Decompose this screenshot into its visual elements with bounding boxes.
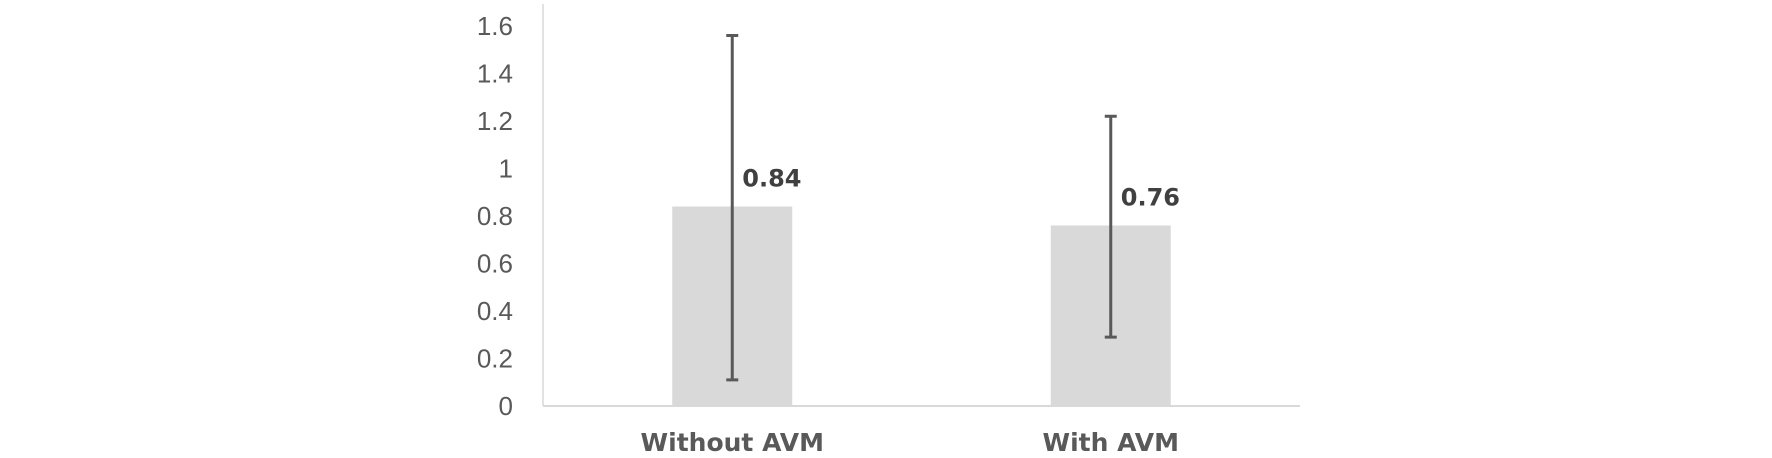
y-axis-ticks: 0 0.2 0.4 0.6 0.8 1 1.2 1.4 1.6 bbox=[477, 11, 513, 421]
bars-group bbox=[672, 206, 1171, 406]
y-tick-label: 1 bbox=[499, 154, 513, 184]
error-bar-1 bbox=[726, 34, 739, 382]
category-labels-group: Without AVM With AVM bbox=[641, 428, 1179, 457]
y-tick-label: 1.6 bbox=[477, 11, 513, 41]
error-bars-group bbox=[726, 34, 1117, 382]
y-tick-label: 1.4 bbox=[477, 59, 513, 89]
y-tick-label: 0 bbox=[499, 391, 513, 421]
error-bar-2 bbox=[1104, 114, 1117, 339]
y-tick-label: 0.4 bbox=[477, 296, 513, 326]
data-label-2: 0.76 bbox=[1121, 184, 1180, 212]
data-labels-group: 0.84 0.76 bbox=[742, 165, 1180, 212]
y-tick-label: 0.2 bbox=[477, 344, 513, 374]
data-label-1: 0.84 bbox=[742, 165, 801, 193]
category-label-1: Without AVM bbox=[641, 428, 824, 457]
category-label-2: With AVM bbox=[1043, 428, 1179, 457]
y-tick-label: 0.8 bbox=[477, 201, 513, 231]
y-tick-label: 1.2 bbox=[477, 106, 513, 136]
y-tick-label: 0.6 bbox=[477, 249, 513, 279]
